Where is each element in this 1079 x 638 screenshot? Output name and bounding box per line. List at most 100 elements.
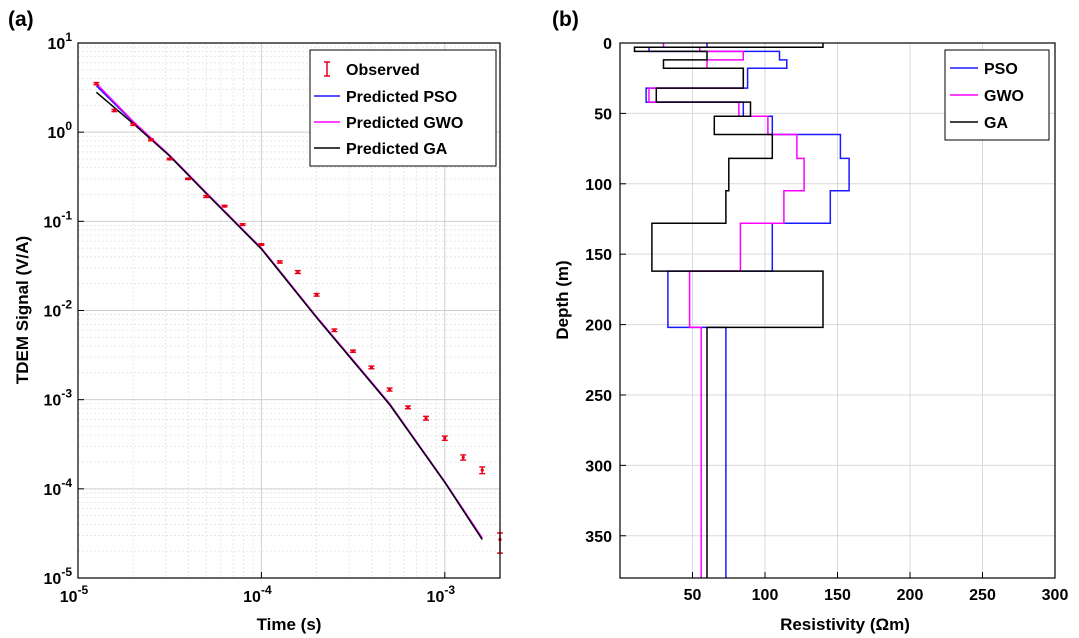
y-tick-label: 200 [585, 318, 612, 335]
legend-entry-pso-a: Predicted PSO [314, 89, 457, 106]
x-tick-labels-b: 50 100 150 200 250 300 [684, 572, 1069, 604]
observed-point [424, 416, 428, 420]
x-tick-label: 10-4 [243, 583, 272, 606]
observed-errorbar [166, 157, 173, 161]
y-tick-label: 101 [48, 30, 73, 53]
legend-entry-gwo-b: GWO [950, 88, 1024, 105]
y-tick-label: 0 [603, 36, 612, 53]
observed-errorbar [239, 222, 246, 227]
observed-point [332, 328, 336, 332]
y-tick-label: 100 [48, 119, 73, 142]
observed-errorbar [221, 204, 228, 208]
observed-errorbar [460, 454, 467, 461]
x-tick-labels-a: 10-5 10-4 10-3 [60, 572, 456, 606]
observed-point [443, 436, 447, 440]
observed-errorbar [276, 260, 283, 264]
observed-point [204, 194, 208, 199]
observed-point [296, 270, 300, 274]
plot-area-a [93, 81, 503, 554]
observed-errorbar [294, 269, 301, 275]
plot-area-b [633, 43, 850, 578]
x-tick-label: 250 [969, 587, 996, 604]
observed-point [387, 387, 392, 392]
observed-point [369, 365, 374, 370]
y-tick-labels-b: 0 50 100 150 200 250 300 350 [585, 36, 626, 546]
observed-point [168, 157, 172, 161]
observed-point [186, 177, 190, 181]
observed-errorbar [147, 138, 154, 142]
observed-errorbar [130, 122, 137, 127]
observed-errorbar [423, 415, 430, 421]
observed-point [112, 108, 117, 113]
panel-label-b: (b) [552, 8, 579, 31]
observed-errorbar [313, 292, 320, 297]
legend-label-gwo-b: GWO [984, 88, 1024, 105]
y-tick-label: 10-1 [44, 208, 73, 231]
observed-errorbar [386, 387, 393, 392]
x-tick-label: 200 [897, 587, 924, 604]
observed-errorbar [258, 242, 265, 247]
y-tick-label: 10-2 [44, 298, 73, 321]
legend-entry-gwo-a: Predicted GWO [314, 115, 463, 132]
legend-a: Observed Predicted PSO Predicted GWO Pre… [309, 49, 497, 167]
observed-errorbar [350, 349, 357, 353]
y-tick-label: 250 [585, 388, 612, 405]
observed-errorbar [441, 435, 448, 442]
y-tick-label: 350 [585, 529, 612, 546]
observed-errorbar [331, 328, 338, 333]
legend-entry-ga-b: GA [950, 115, 1008, 132]
legend-entry-pso-b: PSO [950, 61, 1018, 78]
observed-point [315, 293, 319, 297]
x-axis-label-b: Resistivity (Ωm) [780, 615, 910, 634]
legend-label-ga-b: GA [984, 115, 1008, 132]
y-tick-label: 10-5 [44, 565, 73, 588]
observed-errorbar [185, 177, 192, 181]
observed-point [241, 222, 245, 227]
x-tick-label: 300 [1042, 587, 1069, 604]
observed-point [149, 138, 153, 142]
observed-point [94, 82, 99, 86]
observed-errorbar [368, 365, 375, 370]
observed-errorbar [404, 405, 411, 410]
y-tick-label: 10-4 [44, 476, 73, 499]
y-tick-label: 50 [594, 106, 612, 123]
legend-label-observed: Observed [346, 62, 420, 79]
y-tick-label: 10-3 [44, 387, 73, 410]
legend-b: PSO GWO GA [944, 49, 1050, 141]
observed-point [131, 122, 135, 127]
series-line-predicted-ga [95, 91, 483, 540]
legend-label-pso-a: Predicted PSO [346, 89, 457, 106]
panel-label-a: (a) [8, 8, 34, 31]
observed-point [222, 204, 227, 208]
observed-point [406, 405, 410, 409]
legend-entry-ga-a: Predicted GA [314, 141, 448, 158]
observed-errorbar [479, 466, 486, 475]
observed-point [278, 260, 282, 264]
y-tick-label: 150 [585, 247, 612, 264]
observed-point [259, 242, 263, 247]
x-tick-label: 10-5 [60, 583, 89, 606]
y-axis-label-b: Depth (m) [553, 260, 572, 339]
observed-errorbar [93, 81, 100, 86]
y-tick-label: 300 [585, 458, 612, 475]
y-tick-labels-a: 10-5 10-4 10-3 10-2 10-1 100 101 [44, 30, 84, 588]
series-step-pso [645, 43, 850, 578]
series-step-ga [633, 43, 824, 578]
legend-label-gwo-a: Predicted GWO [346, 115, 463, 132]
legend-box-a [309, 49, 497, 167]
observed-point [480, 468, 484, 472]
observed-point [351, 349, 355, 353]
y-tick-label: 100 [585, 177, 612, 194]
x-tick-label: 100 [752, 587, 779, 604]
y-axis-label-a: TDEM Signal (V/A) [13, 236, 32, 384]
observed-errorbar [111, 108, 118, 113]
legend-label-ga-a: Predicted GA [346, 141, 448, 158]
x-tick-label: 10-3 [427, 583, 456, 606]
grid-b [620, 42, 1056, 578]
observed-errorbar [203, 194, 210, 199]
legend-entry-observed: Observed [324, 61, 420, 79]
legend-label-pso-b: PSO [984, 61, 1018, 78]
x-tick-label: 50 [684, 587, 702, 604]
x-tick-label: 150 [824, 587, 851, 604]
